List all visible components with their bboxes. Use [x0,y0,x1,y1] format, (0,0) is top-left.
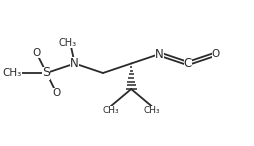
Text: CH₃: CH₃ [58,38,77,48]
Text: S: S [42,66,51,80]
Text: CH₃: CH₃ [102,106,119,115]
Text: CH₃: CH₃ [144,106,160,115]
Text: N: N [70,57,79,70]
Text: O: O [33,48,41,58]
Text: N: N [155,47,164,61]
Text: C: C [184,57,192,70]
Text: CH₃: CH₃ [3,68,22,78]
Text: O: O [212,49,220,59]
Text: O: O [52,88,60,98]
